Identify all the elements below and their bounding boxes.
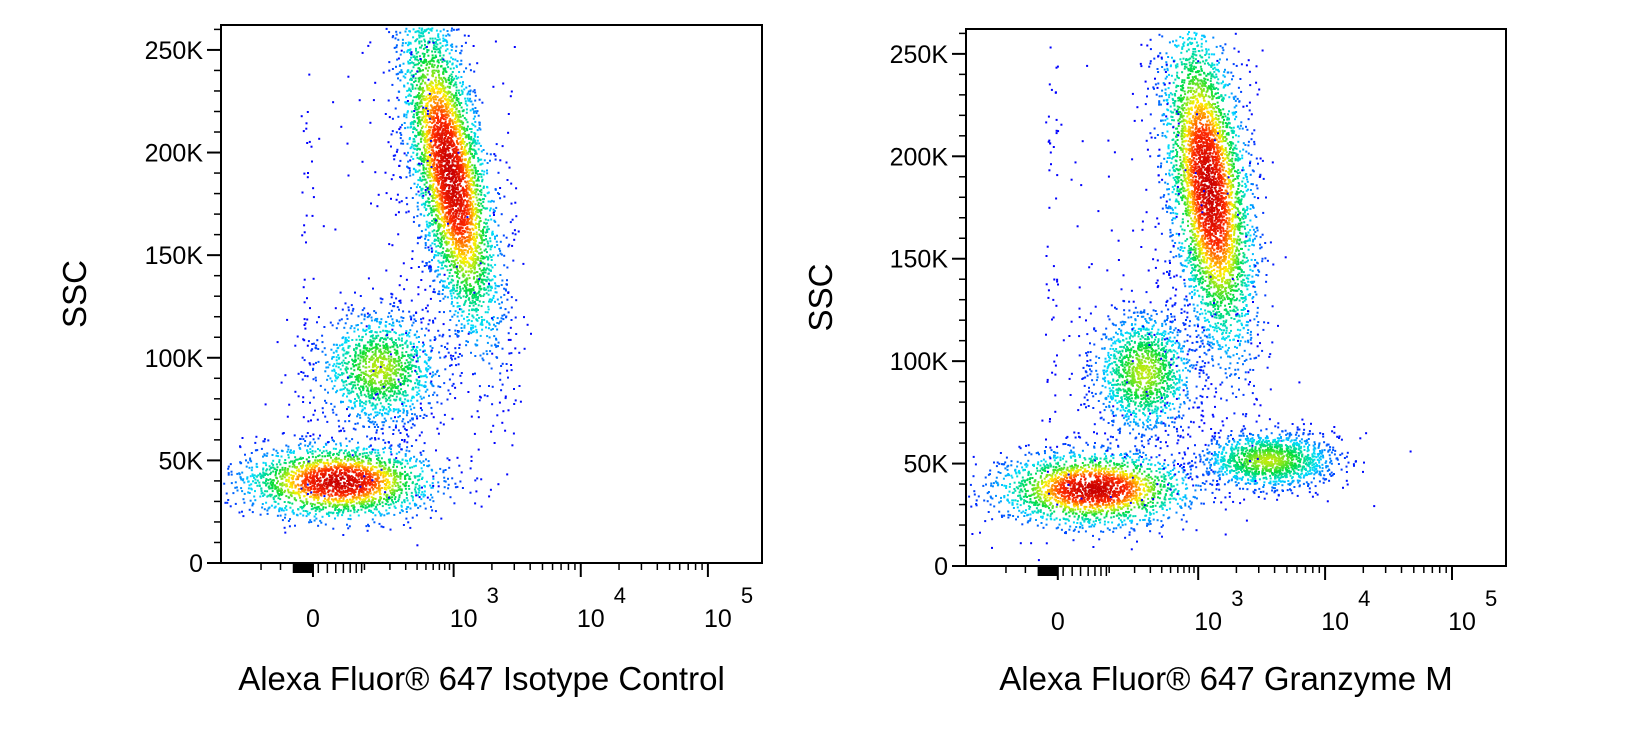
x-axis-title: Alexa Fluor® 647 Granzyme M: [999, 660, 1452, 697]
y-tick-label: 0: [934, 553, 948, 581]
y-axis-title: SSC: [802, 264, 839, 332]
y-tick-label: 50K: [159, 447, 204, 475]
x-tick-label: 10: [577, 605, 605, 633]
x-tick-label: 0: [1051, 608, 1065, 636]
x-tick-label: 0: [306, 605, 320, 633]
y-tick-label: 100K: [145, 345, 204, 373]
x-axis-title: Alexa Fluor® 647 Isotype Control: [238, 660, 725, 697]
y-tick-label: 250K: [890, 41, 949, 69]
y-tick-label: 50K: [904, 451, 949, 479]
x-tick-exponent: 3: [1231, 586, 1243, 611]
event-dots: [968, 31, 1412, 562]
x-tick-exponent: 5: [1485, 586, 1497, 611]
y-tick-label: 200K: [890, 143, 949, 171]
y-axis: 0 50K 100K 150K 200K 250K: [890, 32, 966, 581]
y-tick-label: 150K: [890, 246, 949, 274]
x-tick-exponent: 4: [614, 583, 626, 608]
y-tick-label: 150K: [145, 242, 204, 270]
y-axis: 0 50K 100K 150K 200K 250K: [145, 28, 221, 578]
x-tick-exponent: 5: [741, 583, 753, 608]
x-tick-exponent: 3: [487, 583, 499, 608]
plot-panel-granzyme-m: 0 50K 100K 150K 200K 250K 0 10 3 10 4 10 5 SSC Alex…: [802, 28, 1507, 697]
y-tick-label: 0: [189, 550, 203, 578]
y-tick-label: 200K: [145, 140, 204, 168]
x-tick-label: 10: [450, 605, 478, 633]
y-axis-title: SSC: [56, 260, 93, 328]
y-tick-label: 100K: [890, 348, 949, 376]
x-axis: 0 10 3 10 4 10 5: [260, 563, 753, 633]
x-tick-label: 10: [1194, 608, 1222, 636]
x-tick-label: 10: [704, 605, 732, 633]
plot-panel-isotype-control: 0 50K 100K 150K 200K 250K 0 10 3 10 4 10 5 SSC Alex…: [56, 24, 763, 697]
x-axis: 0 10 3 10 4 10 5: [1005, 566, 1497, 636]
x-tick-label: 10: [1321, 608, 1349, 636]
x-tick-label: 10: [1448, 608, 1476, 636]
event-dots: [223, 27, 532, 547]
x-tick-exponent: 4: [1358, 586, 1370, 611]
y-tick-label: 250K: [145, 37, 204, 65]
